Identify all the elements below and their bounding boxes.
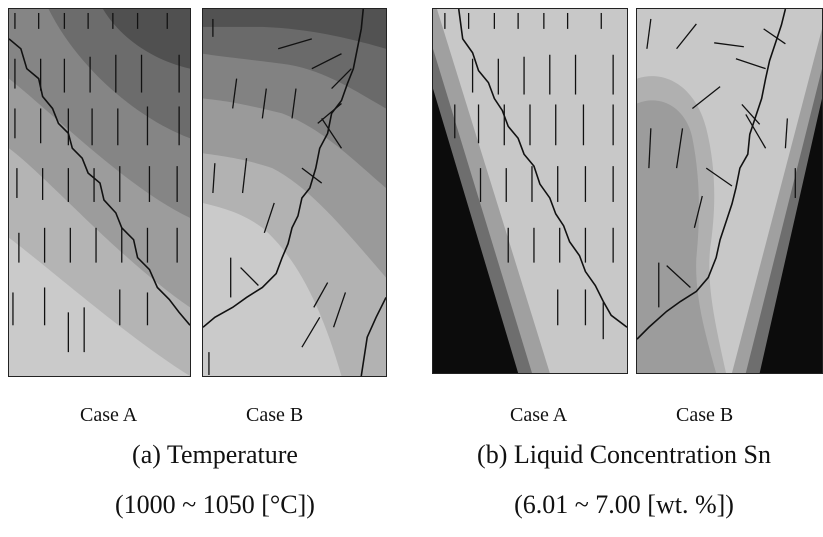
temperature-case-a-panel <box>8 8 191 377</box>
concentration-title: (b) Liquid Concentration Sn <box>477 440 771 469</box>
temperature-case-a-field <box>9 9 190 376</box>
temperature-range: (1000 ~ 1050 [°C]) <box>115 490 315 519</box>
temperature-case-b-panel <box>202 8 387 377</box>
concentration-case-b-label: Case B <box>676 404 734 426</box>
temperature-case-b-label: Case B <box>246 404 304 426</box>
concentration-case-b-panel <box>636 8 823 374</box>
temperature-case-a-label: Case A <box>80 404 138 426</box>
concentration-range: (6.01 ~ 7.00 [wt. %]) <box>514 490 734 519</box>
concentration-case-b-field <box>637 9 822 373</box>
concentration-case-a-panel <box>432 8 628 374</box>
temperature-title: (a) Temperature <box>132 440 298 469</box>
concentration-case-a-field <box>433 9 627 373</box>
concentration-case-a-label: Case A <box>510 404 568 426</box>
temperature-case-b-field <box>203 9 386 376</box>
